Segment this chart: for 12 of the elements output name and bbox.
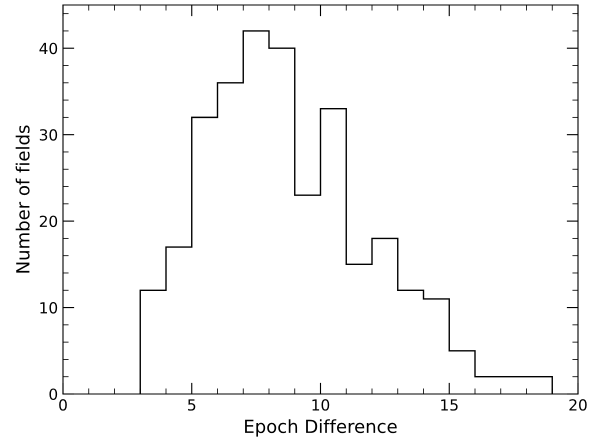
x-tick-label: 10: [312, 399, 330, 411]
y-axis-title: Number of fields: [16, 125, 30, 273]
x-tick-label: 15: [441, 399, 458, 411]
y-tick-label: 30: [40, 129, 58, 141]
x-tick-label: 20: [569, 399, 587, 411]
x-tick-label: 5: [188, 399, 196, 411]
x-axis-title: Epoch Difference: [245, 419, 397, 437]
y-tick-label: 40: [39, 42, 58, 54]
y-tick-label: 0: [49, 388, 58, 400]
y-tick-label: 20: [40, 216, 58, 228]
x-tick-label: 0: [59, 399, 67, 411]
y-tick-label: 10: [40, 302, 58, 314]
